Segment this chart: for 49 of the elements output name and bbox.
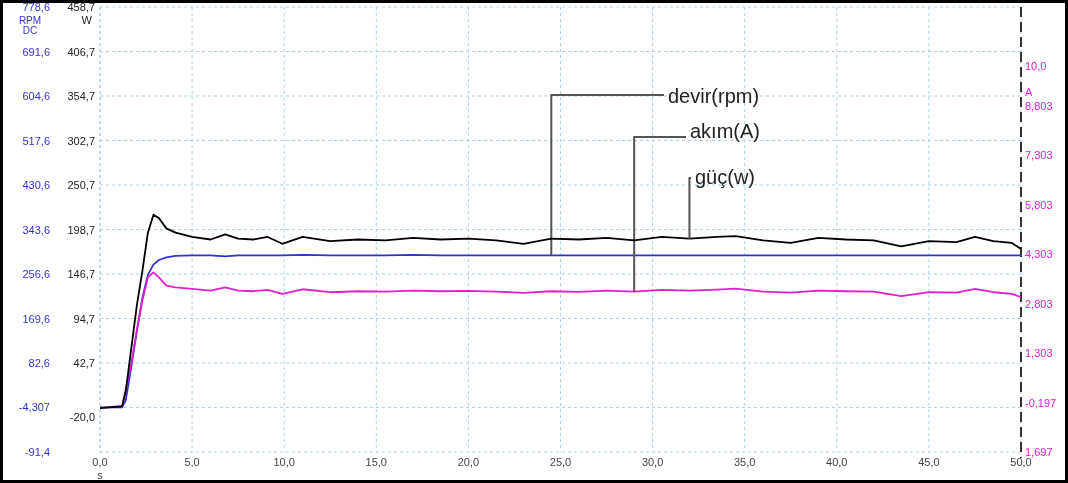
x-tick-label: 50,0 [1010, 456, 1032, 468]
y3-tick-label: 5,803 [1025, 198, 1053, 211]
y2-tick-label: 458,7 [67, 1, 95, 13]
y-tick-label: 691,6 [22, 45, 50, 58]
text: devir(rpm) [668, 85, 760, 107]
y-tick-label: 778,6 [22, 1, 50, 13]
y-tick-label: -91,4 [24, 446, 50, 458]
x-axis-title: s [97, 469, 104, 481]
y3-tick-label: 1,303 [1025, 347, 1053, 360]
text: güç(w) [695, 166, 756, 188]
y-tick-label: 604,6 [22, 90, 50, 102]
y-tick-label: 517,6 [22, 134, 50, 147]
y3-tick-label: -0,197 [1025, 396, 1057, 409]
y2-tick-label: 146,7 [67, 268, 95, 280]
y3-tick-label: 8,803 [1025, 99, 1053, 112]
x-tick-label: 35,0 [733, 456, 756, 468]
y2-tick-label: -20,0 [69, 410, 95, 423]
y3-tick-label: 7,303 [1025, 149, 1053, 162]
y-tick-label: 343,6 [22, 223, 50, 236]
x-tick-label: 25,0 [549, 456, 572, 468]
y2-tick-label: 250,7 [67, 179, 95, 191]
x-tick-label: 45,0 [918, 456, 940, 468]
y-axis-title: RPM DC [18, 15, 42, 36]
y2-tick-label: 406,7 [67, 45, 95, 58]
y-tick-label: 82,6 [28, 357, 50, 369]
y2-tick-label: 94,7 [73, 312, 95, 325]
y3-tick-label: 1,697 [1025, 446, 1053, 458]
y-tick-label: 256,6 [22, 268, 50, 280]
x-tick-label: 0,0 [92, 456, 108, 468]
x-tick-label: 20,0 [457, 456, 480, 468]
x-tick-label: 15,0 [365, 456, 388, 468]
y3-tick-label: 10,0 [1025, 60, 1047, 73]
y2-axis-title: W [81, 14, 93, 26]
y3-tick-label: 2,803 [1025, 297, 1053, 310]
y3-axis-title: A [1025, 86, 1033, 98]
y2-tick-label: 198,7 [67, 223, 95, 236]
line-series [99, 213, 1022, 409]
y-tick-label: 169,6 [22, 312, 50, 325]
y3-tick-label: 4,303 [1025, 248, 1053, 261]
y2-tick-label: 354,7 [67, 90, 95, 102]
y-tick-label: -4,307 [18, 401, 50, 414]
x-tick-label: 40,0 [826, 456, 848, 468]
y2-tick-label: 302,7 [67, 134, 95, 147]
x-tick-label: 30,0 [641, 456, 664, 468]
x-tick-label: 5,0 [184, 456, 200, 468]
text: akım(A) [690, 120, 760, 142]
x-tick-label: 10,0 [273, 456, 295, 468]
y-tick-label: 430,6 [22, 179, 50, 191]
y2-tick-label: 42,7 [73, 357, 95, 369]
